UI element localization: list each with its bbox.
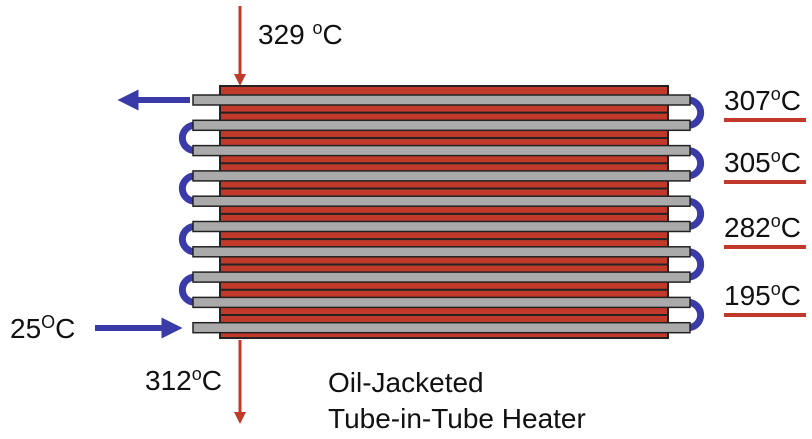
stage-temp-temp: 305 xyxy=(724,147,771,178)
left-return-bend xyxy=(178,273,196,306)
heater-body xyxy=(178,85,705,339)
oil-outlet-temp-temp: 312 xyxy=(145,365,192,396)
caption-line2: Tube-in-Tube Heater xyxy=(328,403,586,434)
inner-tube xyxy=(192,144,691,157)
inner-tube xyxy=(192,170,691,182)
stage-temp-unit: C xyxy=(781,280,801,311)
stage-temp-sup: o xyxy=(771,279,781,299)
feed-temp-temp: 25 xyxy=(10,313,41,344)
right-return-bend xyxy=(687,298,705,332)
inner-tube xyxy=(192,195,691,207)
stage-temp-sup: o xyxy=(771,84,781,104)
stage-temp-sup: o xyxy=(771,146,781,166)
left-return-bend xyxy=(178,172,196,205)
stage-temp-unit: C xyxy=(781,212,801,243)
inner-tube xyxy=(192,119,691,132)
right-return-bend xyxy=(687,248,705,281)
oil-inlet-temp: 329 oC xyxy=(258,18,343,50)
inner-tube xyxy=(192,296,691,309)
left-return-bend xyxy=(178,121,196,155)
feed-temp: 25OC xyxy=(10,312,75,344)
stage-temp-sup: o xyxy=(771,211,781,231)
oil-inlet-temp-unit: C xyxy=(323,19,343,50)
feed-temp-sup: O xyxy=(41,312,55,332)
stage-temp-temp: 282 xyxy=(724,212,771,243)
right-return-bend xyxy=(687,96,705,129)
oil-inlet-temp-sup: o xyxy=(313,18,323,38)
stage-temp: 305oC xyxy=(724,146,801,178)
stage-temp-unit: C xyxy=(781,147,801,178)
inner-tube xyxy=(192,220,691,233)
inner-tube xyxy=(192,94,691,106)
right-return-bend xyxy=(687,197,705,230)
inner-tube xyxy=(192,246,691,258)
inner-tube xyxy=(192,271,691,283)
stage-temp: 282oC xyxy=(724,211,801,243)
left-return-bend xyxy=(178,223,196,256)
feed-temp-unit: C xyxy=(55,313,75,344)
caption-line1: Oil-Jacketed xyxy=(328,367,484,398)
right-return-bend xyxy=(687,147,705,180)
stage-temp-unit: C xyxy=(781,85,801,116)
oil-outlet-temp: 312oC xyxy=(145,364,222,396)
stage-temp: 307oC xyxy=(724,84,801,116)
oil-outlet-temp-unit: C xyxy=(202,365,222,396)
stage-temp: 195oC xyxy=(724,279,801,311)
oil-outlet-temp-sup: o xyxy=(192,364,202,384)
inner-tube xyxy=(192,321,691,334)
stage-temp-temp: 195 xyxy=(724,280,771,311)
stage-temp-temp: 307 xyxy=(724,85,771,116)
oil-inlet-temp-temp: 329 xyxy=(258,19,313,50)
